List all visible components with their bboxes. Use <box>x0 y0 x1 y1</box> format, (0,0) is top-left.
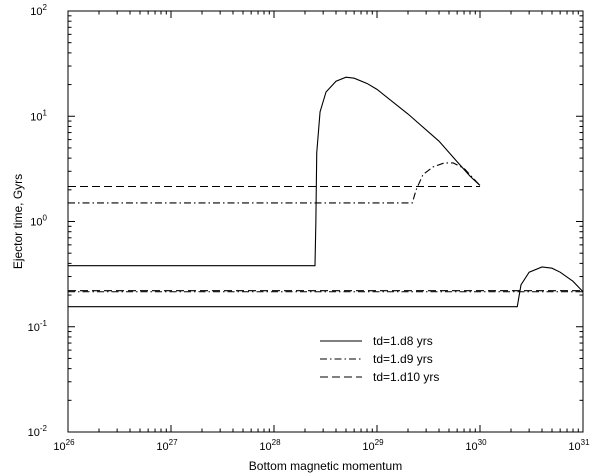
y-axis-title: Ejector time, Gyrs <box>11 174 25 269</box>
series-lines <box>68 76 584 308</box>
y-tick-label: 100 <box>30 214 47 229</box>
x-tick-label: 1031 <box>568 438 590 453</box>
y-tick-label: 10-1 <box>28 319 48 334</box>
x-tick-label: 1030 <box>465 438 487 453</box>
legend-label: td=1.d8 yrs <box>373 334 433 348</box>
y-tick-label: 102 <box>30 3 47 18</box>
x-axis-title: Bottom magnetic momentum <box>249 459 402 473</box>
series-line-2-segment-1 <box>68 162 481 204</box>
y-tick-label: 101 <box>30 108 47 123</box>
legend-label: td=1.d9 yrs <box>373 352 433 366</box>
series-line-1-segment-2 <box>68 266 584 308</box>
legend: td=1.d8 yrs td=1.d9 yrs td=1.d10 yrs <box>320 334 439 384</box>
legend-label: td=1.d10 yrs <box>373 370 439 384</box>
plot-frame <box>67 10 584 433</box>
axis-tick-labels: 1026 1027 1028 1029 1030 1031 10-2 10-1 100 101 10… <box>28 3 590 453</box>
x-tick-label: 1029 <box>362 438 384 453</box>
y-tick-label: 10-2 <box>28 424 48 439</box>
x-tick-label: 1027 <box>156 438 178 453</box>
series-line-1-segment-1 <box>68 76 481 267</box>
x-tick-label: 1028 <box>259 438 281 453</box>
axis-ticks <box>67 10 584 433</box>
x-tick-label: 1026 <box>53 438 75 453</box>
